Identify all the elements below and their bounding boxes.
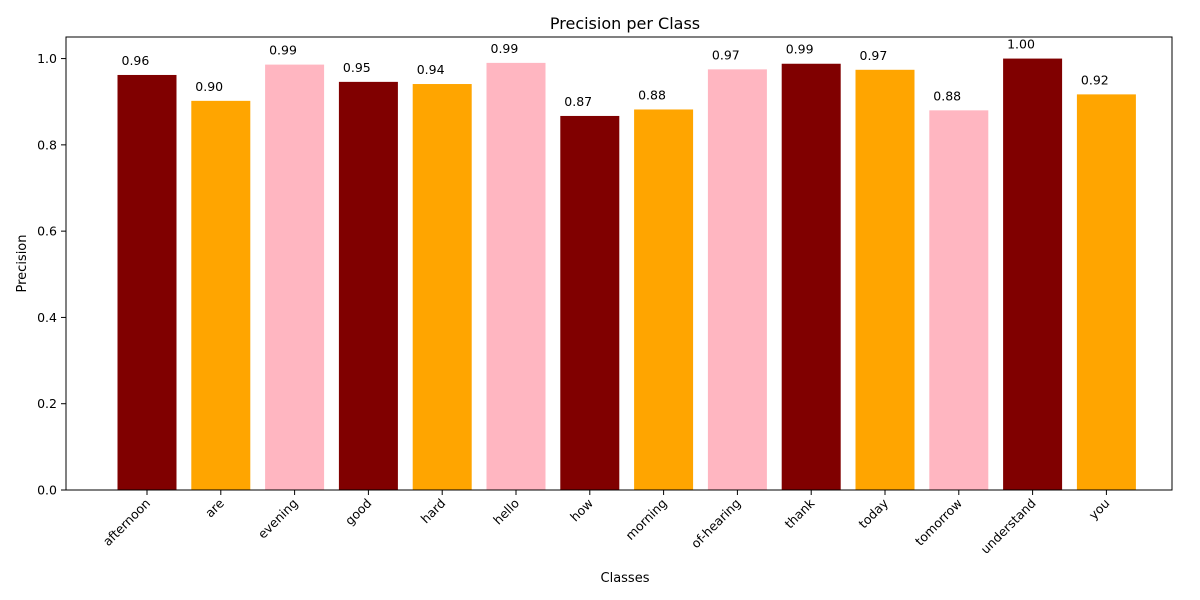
bar-thank	[781, 63, 841, 491]
chart-title: Precision per Class	[550, 14, 700, 33]
x-tick-label-of-hearing: of-hearing	[688, 496, 744, 552]
x-tick-label-tomorrow: tomorrow	[912, 496, 965, 549]
data-label-tomorrow: 0.88	[933, 88, 961, 103]
x-tick-label-hello: hello	[490, 496, 522, 528]
x-tick-label-evening: evening	[255, 496, 301, 542]
y-tick-label-0-0: 0.0	[37, 483, 57, 498]
data-label-thank: 0.99	[786, 42, 814, 57]
bar-are	[191, 100, 251, 490]
bar-how	[560, 115, 620, 491]
x-tick-label-good: good	[342, 496, 375, 529]
x-tick-label-morning: morning	[622, 496, 669, 543]
bar-today	[855, 69, 915, 490]
data-label-today: 0.97	[860, 48, 888, 63]
data-label-understand: 1.00	[1007, 37, 1035, 52]
x-tick-label-hard: hard	[418, 496, 449, 527]
plot-frame	[65, 36, 1173, 491]
x-tick-label-you: you	[1086, 496, 1113, 523]
x-tick-label-are: are	[202, 495, 227, 520]
bar-tomorrow	[929, 110, 989, 490]
x-tick-label-afternoon: afternoon	[100, 496, 153, 549]
y-axis-label: Precision	[15, 234, 30, 292]
data-label-you: 0.92	[1081, 72, 1109, 87]
data-label-hard: 0.94	[417, 62, 445, 77]
bar-of-hearing	[707, 69, 767, 490]
data-label-how: 0.87	[564, 94, 592, 109]
data-label-good: 0.95	[343, 60, 371, 75]
data-label-morning: 0.88	[638, 87, 666, 102]
data-label-hello: 0.99	[491, 41, 519, 56]
bar-hard	[412, 84, 472, 491]
data-label-of-hearing: 0.97	[712, 47, 740, 62]
data-label-are: 0.90	[195, 79, 223, 94]
bar-afternoon	[117, 74, 177, 491]
data-label-afternoon: 0.96	[122, 53, 150, 68]
x-tick-label-understand: understand	[978, 496, 1039, 557]
bar-you	[1076, 94, 1136, 490]
y-tick-label-0-4: 0.4	[37, 310, 57, 325]
y-tick-label-0-6: 0.6	[37, 224, 57, 239]
y-tick-label-0-2: 0.2	[37, 396, 57, 411]
x-tick-label-today: today	[855, 495, 891, 531]
data-label-evening: 0.99	[269, 43, 297, 58]
x-tick-label-how: how	[567, 496, 596, 525]
y-tick-label-0-8: 0.8	[37, 137, 57, 152]
bar-good	[338, 81, 398, 491]
y-tick-label-1-0: 1.0	[37, 51, 57, 66]
x-axis-label: Classes	[601, 571, 650, 586]
x-tick-label-thank: thank	[782, 495, 818, 531]
bar-evening	[265, 64, 325, 491]
bar-hello	[486, 62, 546, 491]
bar-understand	[1003, 58, 1063, 490]
bar-morning	[634, 109, 694, 490]
bars-layer: 0.96 0.90 0.99 0.95 0.94 0.99 0.87 0.88 0.97 0.99…	[117, 37, 1136, 491]
